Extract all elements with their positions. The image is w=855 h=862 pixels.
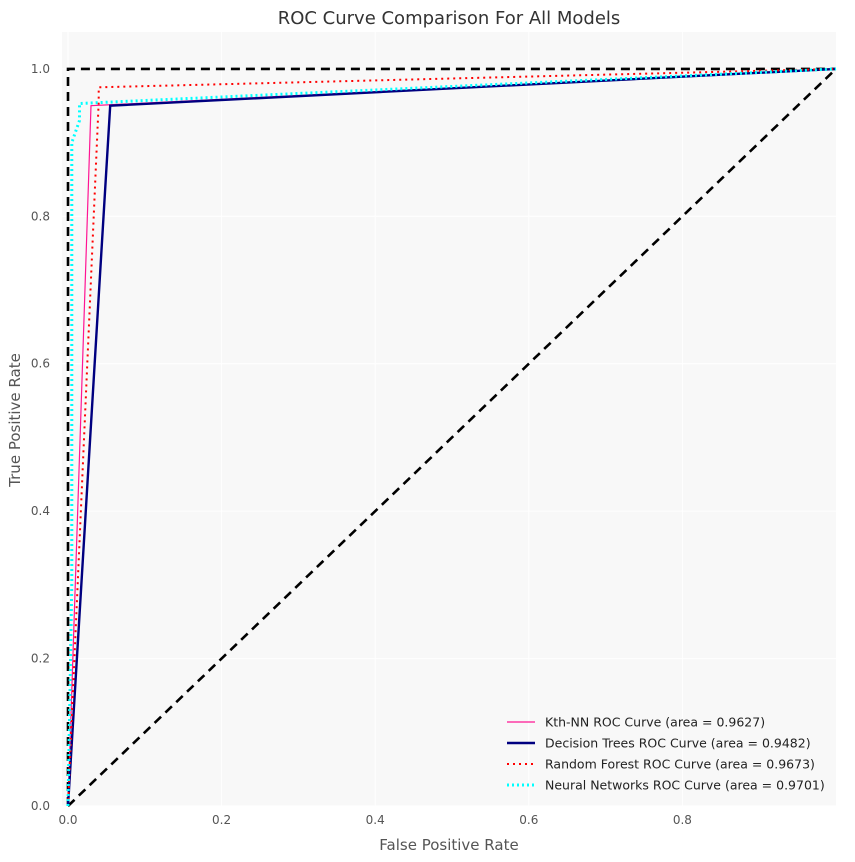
x-tick-label: 0.2: [212, 813, 231, 827]
x-tick-label: 0.6: [519, 813, 538, 827]
y-axis-label: True Positive Rate: [6, 353, 24, 488]
y-tick-label: 0.4: [31, 504, 50, 518]
legend-entry-label: Kth-NN ROC Curve (area = 0.9627): [545, 715, 765, 730]
series: [66, 67, 837, 807]
legend: Kth-NN ROC Curve (area = 0.9627) Decision…: [507, 715, 825, 793]
y-tick-label: 0.6: [31, 357, 50, 371]
x-axis-label: False Positive Rate: [379, 836, 518, 854]
x-tick-label: 0.0: [58, 813, 77, 827]
y-tick-label: 1.0: [31, 62, 50, 76]
plot-background: [62, 32, 836, 806]
legend-entry-label: Decision Trees ROC Curve (area = 0.9482): [545, 736, 811, 751]
ticks: 0.0 0.2 0.4 0.6 0.8 0.0 0.2 0.4 0.6 0.8 1.0: [31, 62, 692, 827]
x-tick-label: 0.4: [366, 813, 385, 827]
y-tick-label: 0.8: [31, 209, 50, 223]
y-tick-label: 0.0: [31, 799, 50, 813]
x-tick-label: 0.8: [673, 813, 692, 827]
neural-networks-roc-line: [66, 67, 837, 807]
chart-title: ROC Curve Comparison For All Models: [278, 8, 621, 29]
decision-trees-roc-line: [66, 67, 837, 807]
y-tick-label: 0.2: [31, 652, 50, 666]
perfect-classifier-line: [66, 67, 836, 806]
legend-entry-label: Neural Networks ROC Curve (area = 0.9701…: [545, 778, 825, 793]
reference-lines: [66, 67, 837, 807]
chance-diagonal-line: [67, 67, 837, 807]
legend-entry-label: Random Forest ROC Curve (area = 0.9673): [545, 757, 815, 772]
